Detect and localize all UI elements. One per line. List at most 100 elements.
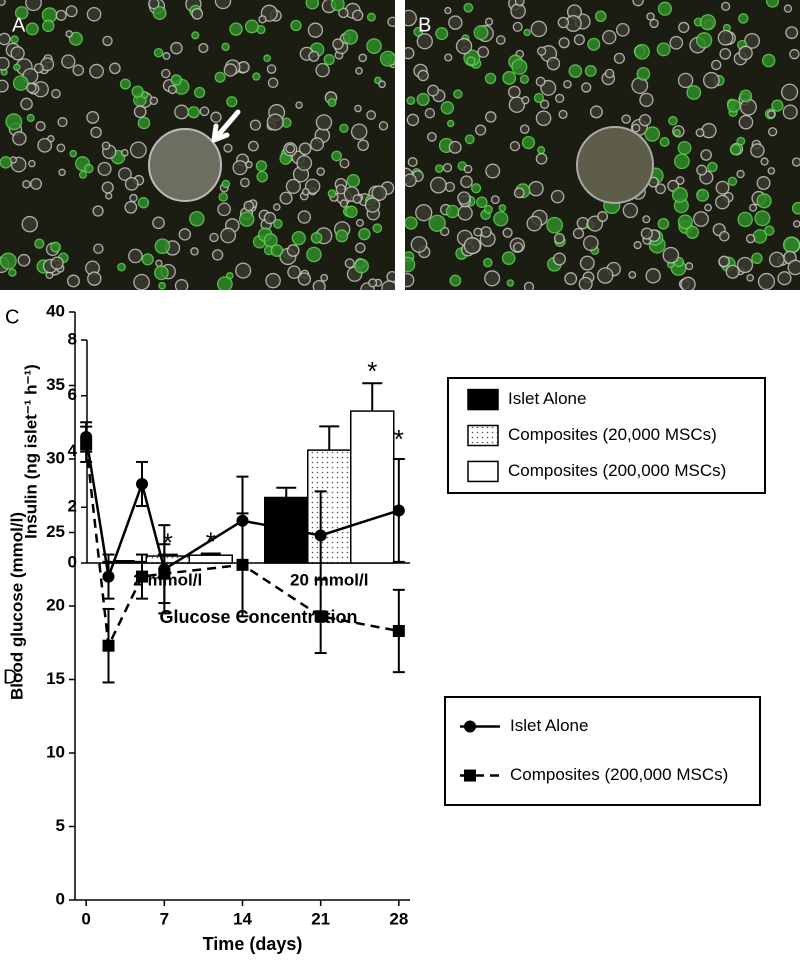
cell — [387, 16, 395, 28]
legend-swatch — [467, 388, 499, 411]
cell — [0, 252, 17, 270]
marker — [314, 529, 327, 542]
marker — [80, 438, 93, 451]
cell — [266, 113, 284, 131]
cell — [310, 232, 323, 244]
marker — [236, 558, 249, 571]
legend-label: Composites (20,000 MSCs) — [508, 425, 717, 444]
cell — [680, 276, 696, 290]
cell — [536, 46, 547, 56]
cell — [501, 251, 516, 265]
cell — [297, 210, 312, 224]
legend-label: Islet Alone — [510, 716, 588, 735]
cell — [558, 37, 570, 49]
cell — [86, 110, 100, 124]
cell — [26, 82, 37, 94]
cell — [668, 115, 678, 126]
legend-marker — [464, 720, 476, 733]
cell — [484, 270, 501, 287]
cell — [0, 32, 11, 46]
cell — [102, 35, 113, 47]
cell — [69, 149, 77, 158]
cell — [295, 101, 303, 109]
cell — [152, 6, 167, 20]
cell — [424, 107, 436, 119]
cell — [719, 230, 730, 242]
cell — [58, 168, 66, 177]
cell — [677, 140, 692, 155]
cell — [553, 233, 565, 244]
cell — [243, 200, 255, 212]
cell — [646, 12, 655, 21]
bar — [188, 554, 233, 564]
cell — [509, 140, 521, 152]
cell — [677, 214, 693, 230]
cell — [307, 22, 324, 38]
cell — [323, 54, 335, 66]
cell — [621, 114, 631, 124]
cell — [354, 258, 369, 274]
marker — [102, 639, 115, 652]
cell — [634, 43, 650, 60]
cell — [463, 164, 473, 174]
cell — [739, 89, 753, 103]
cell — [448, 140, 462, 154]
cell — [707, 161, 718, 173]
cell — [381, 280, 395, 290]
cells — [405, 0, 800, 290]
y-tick-label: 6 — [68, 385, 77, 404]
cell — [209, 232, 219, 243]
cell — [344, 258, 355, 269]
cell — [558, 109, 568, 119]
cell — [476, 196, 488, 208]
cell — [187, 106, 200, 119]
cell — [109, 62, 121, 75]
cell — [244, 19, 259, 34]
x-axis-label: Time (days) — [203, 934, 303, 954]
cell — [154, 265, 169, 281]
cell — [12, 75, 29, 91]
cell — [502, 71, 517, 85]
cell — [736, 136, 746, 146]
cell — [449, 274, 462, 287]
cell — [310, 137, 325, 152]
cell — [221, 179, 231, 189]
cell — [771, 99, 784, 112]
cell — [193, 86, 206, 99]
cell — [270, 244, 284, 257]
cell — [167, 84, 178, 95]
cell — [379, 50, 395, 67]
cell — [339, 158, 350, 169]
cell — [65, 30, 73, 38]
annotation: * — [394, 424, 404, 454]
cell — [0, 79, 9, 93]
panel-label: B — [418, 14, 431, 36]
cell — [552, 252, 566, 266]
cell — [750, 143, 765, 158]
cell — [512, 242, 524, 253]
cell — [174, 104, 189, 120]
cell — [105, 192, 113, 200]
cell — [221, 42, 230, 52]
cell — [464, 134, 475, 145]
cell — [229, 22, 243, 36]
marker — [392, 624, 405, 637]
cell — [426, 131, 437, 142]
legend-label: Islet Alone — [508, 389, 586, 408]
cell — [10, 46, 25, 61]
y-tick-label: 20 — [46, 595, 65, 614]
cell — [792, 220, 800, 228]
cell — [117, 262, 126, 272]
cell — [158, 281, 166, 290]
cell — [636, 67, 651, 81]
cell — [442, 162, 453, 173]
cell — [315, 114, 333, 131]
cell — [366, 12, 376, 22]
cell — [174, 279, 189, 290]
cells — [0, 0, 395, 290]
cell — [539, 99, 550, 109]
cell — [721, 1, 731, 11]
cell — [484, 72, 497, 85]
cell — [533, 92, 545, 104]
cell — [704, 203, 712, 212]
